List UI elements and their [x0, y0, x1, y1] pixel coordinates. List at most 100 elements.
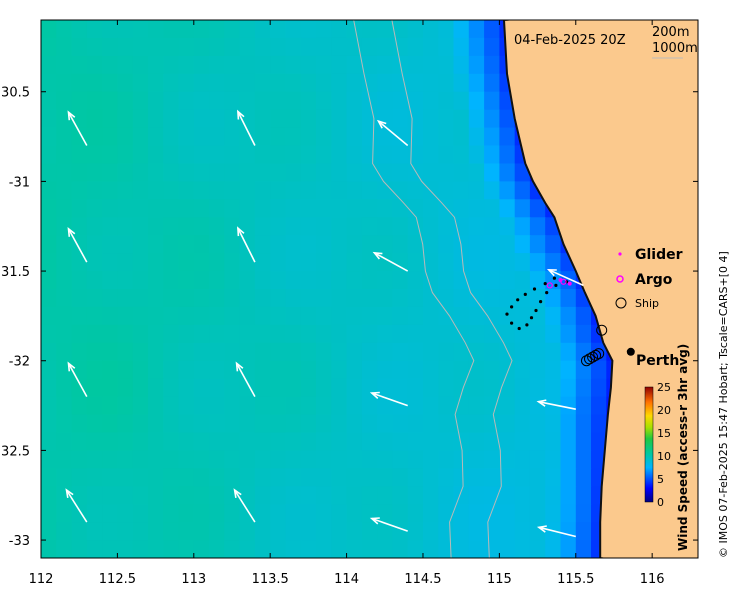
wind-cell [468, 342, 485, 362]
x-tick-label: 113.5 [252, 572, 289, 587]
wind-cell [41, 55, 57, 75]
wind-cell [132, 342, 149, 362]
ship-marker[interactable] [593, 348, 605, 360]
wind-cell [438, 109, 455, 129]
wind-cell [453, 20, 470, 39]
wind-cell [117, 468, 134, 487]
wind-cell [606, 558, 622, 577]
wind-cell [117, 432, 134, 451]
wind-cell [102, 522, 118, 541]
wind-cell [56, 20, 73, 39]
wind-cell [86, 522, 103, 541]
wind-cell [560, 324, 577, 344]
wind-cell [453, 486, 470, 505]
wind-cell [209, 450, 225, 469]
wind-cell [254, 181, 271, 200]
argo-float[interactable] [560, 278, 567, 285]
wind-cell [41, 324, 57, 344]
wind-cell [331, 37, 348, 57]
ship-marker[interactable] [590, 349, 602, 361]
wind-cell [56, 91, 73, 111]
wind-cell [346, 217, 363, 236]
wind-cell [438, 360, 455, 380]
wind-cell [71, 271, 88, 290]
ship-marker[interactable] [581, 355, 592, 367]
wind-cell [316, 504, 332, 523]
wind-cell [209, 145, 225, 164]
glider-position[interactable] [567, 281, 572, 286]
wind-cell [270, 55, 287, 75]
wind-cell [102, 73, 118, 93]
wind-cell [346, 504, 363, 523]
x-tick-label: 116 [640, 572, 665, 587]
wind-cell [316, 342, 332, 362]
wind-cell [102, 20, 118, 39]
wind-cell [102, 540, 118, 558]
wind-cell [209, 91, 225, 111]
wind-cell [453, 360, 470, 380]
wind-cell [193, 253, 210, 272]
wind-cell [178, 199, 195, 218]
wind-cell [209, 163, 225, 182]
wind-cell [453, 73, 470, 93]
wind-cell [148, 127, 164, 147]
wind-cell [529, 468, 546, 487]
wind-cell [316, 540, 332, 558]
wind-cell [224, 522, 241, 541]
wind-cell [331, 450, 348, 469]
colorbar-ticks: 25 20 15 10 5 0 [657, 381, 671, 509]
wind-cell [56, 199, 73, 218]
wind-cell [56, 540, 73, 558]
wind-cell [41, 414, 57, 433]
wind-cell [468, 127, 485, 147]
wind-cell [193, 127, 210, 147]
glider-track-point [529, 316, 534, 320]
wind-cell [377, 127, 393, 147]
ship-marker[interactable] [596, 324, 608, 336]
wind-cell [300, 127, 317, 147]
wind-cell [163, 163, 180, 182]
argo-float[interactable] [546, 282, 553, 289]
ship-marker[interactable] [584, 353, 595, 365]
wind-cell [41, 360, 57, 380]
wind-cell [178, 342, 195, 362]
wind-cell [71, 199, 88, 218]
wind-cell [346, 468, 363, 487]
wind-cell [224, 91, 241, 111]
wind-cell [361, 522, 378, 541]
wind-cell [499, 235, 516, 254]
wind-cell [423, 127, 439, 147]
wind-cell [224, 540, 241, 558]
wind-cell [300, 253, 317, 272]
wind-cell [224, 163, 241, 182]
wind-cell [407, 432, 424, 451]
wind-cell [392, 324, 409, 344]
wind-cell [239, 540, 256, 558]
wind-cell [423, 109, 439, 129]
wind-cell [361, 432, 378, 451]
ship-marker[interactable] [587, 351, 599, 363]
wind-cell [102, 432, 118, 451]
y-tick-label: -33 [9, 534, 30, 549]
wind-cell [316, 289, 332, 308]
wind-cell [209, 199, 225, 218]
wind-cell [117, 540, 134, 558]
wind-cell [71, 37, 88, 57]
wind-cell [102, 253, 118, 272]
wind-cell [698, 486, 714, 505]
wind-cell [438, 271, 455, 290]
wind-cell [224, 109, 241, 129]
wind-cell [423, 37, 439, 57]
wind-cell [102, 55, 118, 75]
wind-cell [102, 235, 118, 254]
wind-cell [117, 163, 134, 182]
wind-cell [71, 522, 88, 541]
wind-cell [407, 360, 424, 380]
wind-cell [407, 55, 424, 75]
wind-cell [163, 145, 180, 164]
wind-cell [361, 199, 378, 218]
wind-cell [163, 271, 180, 290]
wind-arrow [67, 361, 88, 397]
wind-cell [300, 55, 317, 75]
